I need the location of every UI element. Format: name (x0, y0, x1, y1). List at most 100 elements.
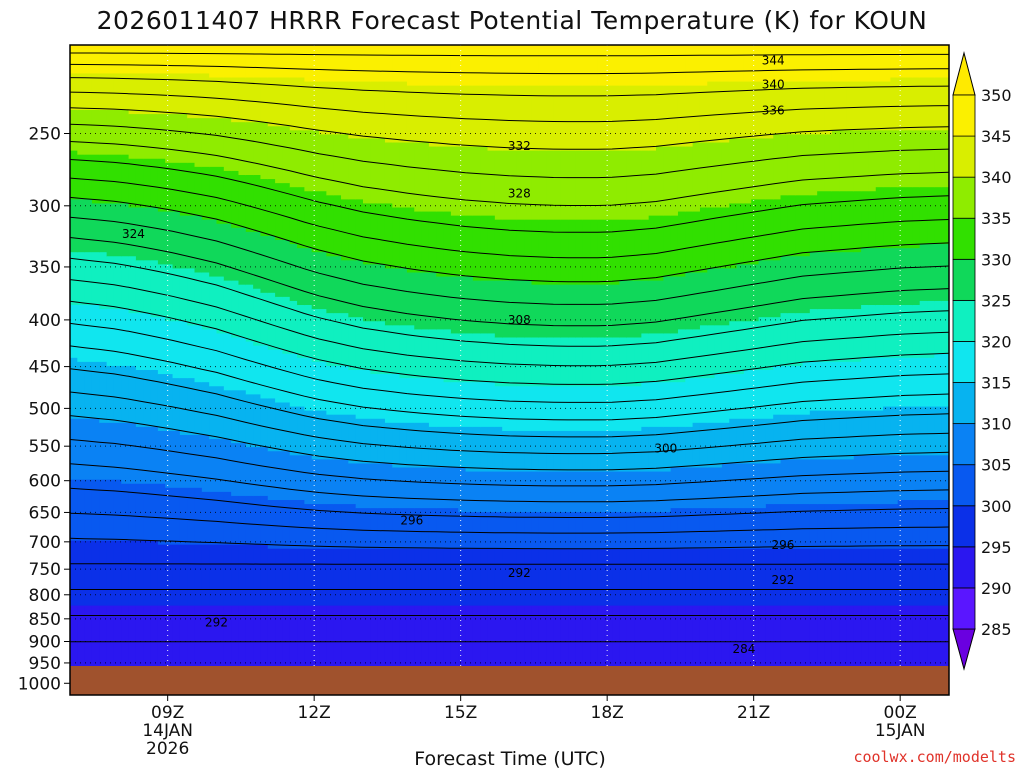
fill-cell (699, 325, 708, 379)
fill-cell (384, 203, 393, 270)
fill-cell (355, 49, 364, 83)
fill-cell (326, 504, 335, 550)
fill-cell (487, 382, 496, 428)
fill-cell (128, 256, 137, 314)
fill-cell (267, 398, 276, 452)
fill-cell (231, 49, 240, 79)
fill-cell (787, 459, 796, 505)
fill-cell (875, 187, 884, 249)
fill-cell (99, 110, 108, 156)
fill-cell (531, 605, 540, 672)
fill-cell (634, 337, 642, 387)
fill-cell (502, 85, 511, 152)
fill-cell (84, 418, 93, 481)
fill-cell (414, 548, 423, 607)
fill-cell (216, 491, 225, 546)
fill-cell (157, 317, 166, 375)
fill-cell (648, 512, 657, 550)
fill-cell (209, 439, 218, 493)
fill-cell (99, 252, 108, 310)
fill-cell (392, 467, 401, 509)
fill-cell (370, 45, 379, 50)
fill-cell (494, 337, 503, 387)
fill-cell (531, 85, 540, 152)
fill-cell (509, 512, 518, 550)
fill-cell (458, 276, 467, 335)
fill-cell (480, 45, 489, 50)
fill-cell (113, 309, 122, 367)
fill-cell (165, 211, 174, 265)
fill-cell (216, 605, 225, 672)
fill-cell (450, 508, 459, 550)
fill-cell (509, 548, 518, 607)
fill-cell (707, 467, 716, 509)
fill-cell (560, 471, 569, 513)
fill-cell (824, 459, 833, 505)
fill-cell (692, 329, 701, 379)
fill-cell (604, 512, 613, 550)
y-tick-label: 300 (29, 197, 61, 217)
fill-cell (487, 215, 496, 282)
fill-cell (575, 512, 584, 550)
fill-cell (575, 219, 584, 286)
fill-cell (553, 150, 562, 221)
fill-cell (231, 227, 240, 282)
fill-cell (619, 548, 628, 607)
fill-cell (516, 337, 525, 387)
fill-cell (231, 495, 240, 546)
fill-cell (868, 81, 877, 131)
fill-cell (106, 479, 115, 542)
fill-cell (538, 512, 547, 550)
fill-cell (758, 81, 767, 140)
fill-cell (326, 81, 335, 135)
fill-cell (853, 45, 862, 50)
fill-cell (319, 134, 327, 192)
fill-cell (546, 49, 555, 87)
fill-cell (121, 49, 130, 75)
fill-cell (934, 45, 943, 50)
fill-cell (333, 504, 342, 550)
fill-cell (692, 142, 701, 213)
fill-cell (714, 325, 723, 375)
fill-cell (223, 333, 232, 391)
fill-cell (406, 508, 415, 550)
fill-cell (765, 370, 774, 420)
fill-cell (531, 512, 540, 550)
fill-cell (802, 195, 811, 257)
fill-cell (355, 508, 364, 550)
fill-cell (890, 357, 899, 408)
fill-cell (480, 146, 489, 217)
fill-cell (758, 548, 767, 607)
fill-cell (919, 45, 928, 50)
fill-cell (736, 463, 745, 509)
fill-cell (99, 49, 108, 75)
y-tick-label: 500 (29, 399, 61, 419)
fill-cell (861, 305, 870, 359)
fill-cell (297, 305, 305, 359)
fill-cell (304, 45, 313, 50)
fill-cell (384, 422, 393, 465)
fill-cell (297, 605, 305, 672)
fill-cell (927, 357, 935, 408)
fill-cell (560, 45, 569, 50)
fill-cell (714, 374, 723, 424)
fill-cell (472, 605, 481, 672)
colorbar-tick-label: 305 (981, 456, 1012, 475)
fill-cell (846, 130, 855, 192)
fill-cell (333, 45, 342, 50)
x-tick-label: 12Z (298, 703, 331, 723)
fill-cell (113, 540, 122, 607)
fill-cell (267, 235, 276, 294)
fill-cell (194, 166, 203, 217)
fill-cell (905, 248, 913, 306)
fill-cell (223, 439, 232, 493)
fill-cell (736, 374, 745, 420)
contour-label: 296 (772, 538, 795, 552)
fill-cell (179, 73, 188, 115)
fill-cell (575, 471, 584, 513)
fill-cell (897, 45, 906, 50)
credit-text: coolwx.com/modelts (853, 748, 1016, 766)
fill-cell (363, 45, 371, 50)
fill-cell (326, 313, 335, 367)
fill-cell (443, 605, 452, 672)
